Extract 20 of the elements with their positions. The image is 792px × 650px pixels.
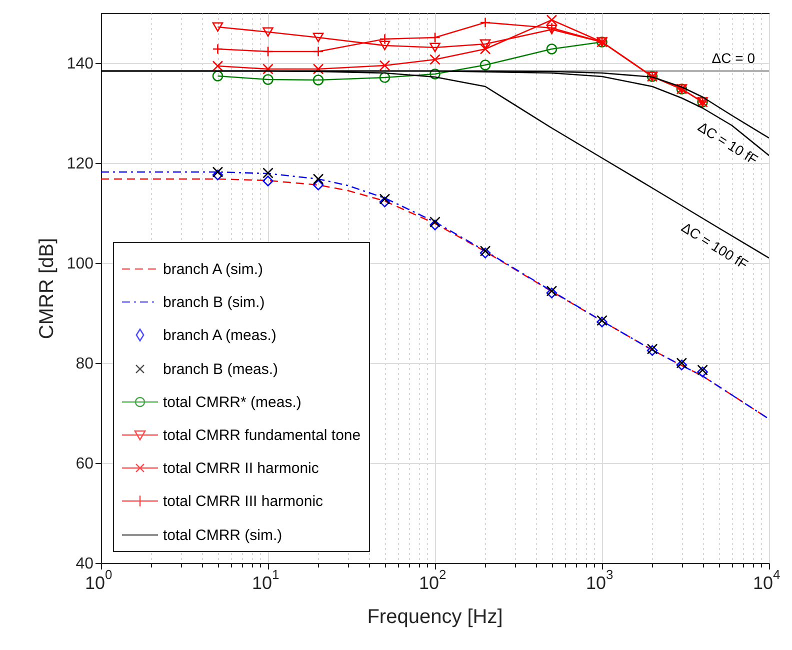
- legend-label: total CMRR* (meas.): [163, 394, 302, 411]
- legend-label: total CMRR II harmonic: [163, 460, 320, 477]
- annotation: ΔC = 100 fF: [678, 218, 751, 272]
- y-tick-label: 60: [76, 456, 94, 472]
- y-tick-label: 120: [66, 156, 94, 172]
- legend-label: total CMRR (sim.): [163, 527, 282, 544]
- legend-label: branch B (sim.): [163, 294, 265, 311]
- x-axis-title: Frequency [Hz]: [367, 606, 503, 628]
- legend-label: branch B (meas.): [163, 361, 278, 378]
- y-tick-label: 140: [66, 56, 94, 72]
- y-axis-title: CMRR [dB]: [36, 238, 58, 340]
- legend-label: branch A (sim.): [163, 261, 264, 278]
- y-tick-label: 80: [76, 356, 94, 372]
- y-tick-label: 100: [66, 256, 94, 272]
- legend-label: total CMRR III harmonic: [163, 493, 324, 510]
- legend-label: branch A (meas.): [163, 327, 276, 344]
- legend-label: total CMRR fundamental tone: [163, 427, 361, 444]
- y-tick-label: 40: [76, 556, 94, 572]
- annotation: ΔC = 0: [712, 50, 756, 66]
- annotation: ΔC = 10 fF: [695, 118, 761, 168]
